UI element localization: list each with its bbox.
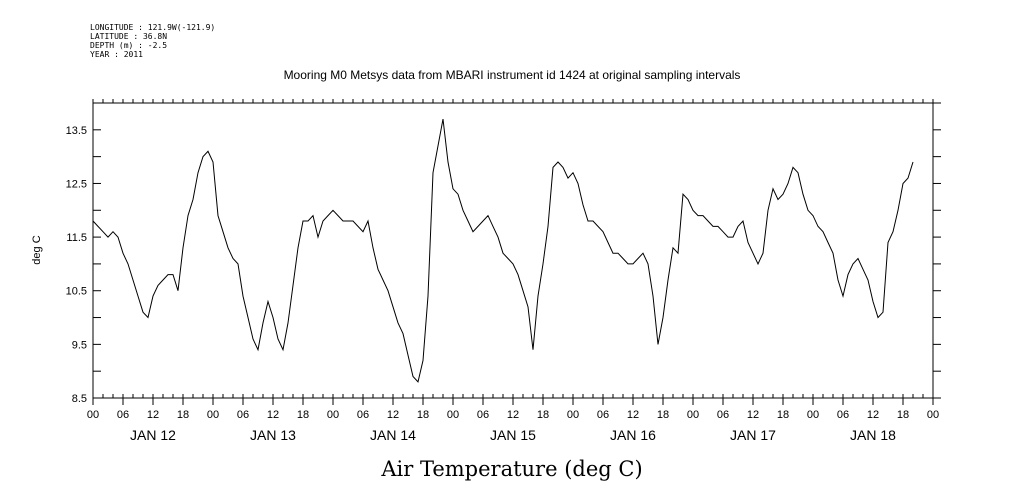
x-tick-label: 18: [657, 409, 669, 421]
x-tick-label: 18: [777, 409, 789, 421]
x-axis-label: Air Temperature (deg C): [380, 457, 642, 481]
x-tick-label: 18: [537, 409, 549, 421]
x-tick-label: 06: [117, 409, 129, 421]
x-tick-label: 12: [507, 409, 519, 421]
y-axis-label: deg C: [31, 235, 43, 264]
x-tick-label: 18: [897, 409, 909, 421]
day-label: JAN 16: [610, 427, 656, 443]
x-tick-label: 06: [597, 409, 609, 421]
x-tick-label: 00: [87, 409, 99, 421]
x-tick-label: 12: [627, 409, 639, 421]
x-tick-label: 00: [927, 409, 939, 421]
chart-title: Mooring M0 Metsys data from MBARI instru…: [284, 68, 741, 82]
x-tick-label: 18: [297, 409, 309, 421]
y-tick-label: 11.5: [66, 232, 87, 244]
air-temperature-line: [92, 119, 914, 383]
x-tick-label: 06: [717, 409, 729, 421]
day-label: JAN 15: [490, 427, 536, 443]
day-label: JAN 14: [370, 427, 416, 443]
x-tick-label: 12: [267, 409, 279, 421]
x-tick-label: 00: [567, 409, 579, 421]
x-tick-label: 12: [747, 409, 759, 421]
x-tick-label: 18: [177, 409, 189, 421]
x-tick-label: 00: [207, 409, 219, 421]
x-tick-label: 12: [387, 409, 399, 421]
y-tick-label: 8.5: [72, 393, 87, 405]
x-tick-label: 18: [417, 409, 429, 421]
x-tick-label: 00: [327, 409, 339, 421]
day-label: JAN 18: [850, 427, 896, 443]
y-axis: 8.5 9.5 10.5 11.5 12.5 13.5: [66, 102, 941, 405]
day-label: JAN 17: [730, 427, 776, 443]
day-labels: JAN 12 JAN 13 JAN 14 JAN 15 JAN 16 JAN 17 JAN …: [130, 427, 896, 443]
plot-frame: [92, 102, 934, 399]
x-tick-label: 06: [237, 409, 249, 421]
y-tick-label: 13.5: [66, 125, 87, 137]
latitude-label: LATITUDE : 36.8N: [90, 32, 167, 41]
x-tick-label: 00: [447, 409, 459, 421]
year-label: YEAR : 2011: [90, 50, 143, 59]
x-tick-label: 06: [837, 409, 849, 421]
depth-label: DEPTH (m) : -2.5: [90, 41, 167, 50]
x-tick-label: 06: [357, 409, 369, 421]
day-label: JAN 13: [250, 427, 296, 443]
minor-ticks: [92, 99, 934, 398]
x-tick-label: 06: [477, 409, 489, 421]
x-tick-label: 12: [147, 409, 159, 421]
x-tick-label: 12: [867, 409, 879, 421]
y-tick-label: 12.5: [66, 178, 87, 190]
day-label: JAN 12: [130, 427, 176, 443]
x-tick-label: 00: [807, 409, 819, 421]
x-axis: 00 06 12 18 00 06 12 18 00 06 12 18 00 06 12 18 00 06 12 18…: [87, 398, 939, 421]
y-tick-label: 10.5: [66, 286, 87, 298]
x-tick-label: 00: [687, 409, 699, 421]
y-tick-label: 9.5: [72, 339, 87, 351]
longitude-label: LONGITUDE : 121.9W(-121.9): [90, 23, 215, 32]
